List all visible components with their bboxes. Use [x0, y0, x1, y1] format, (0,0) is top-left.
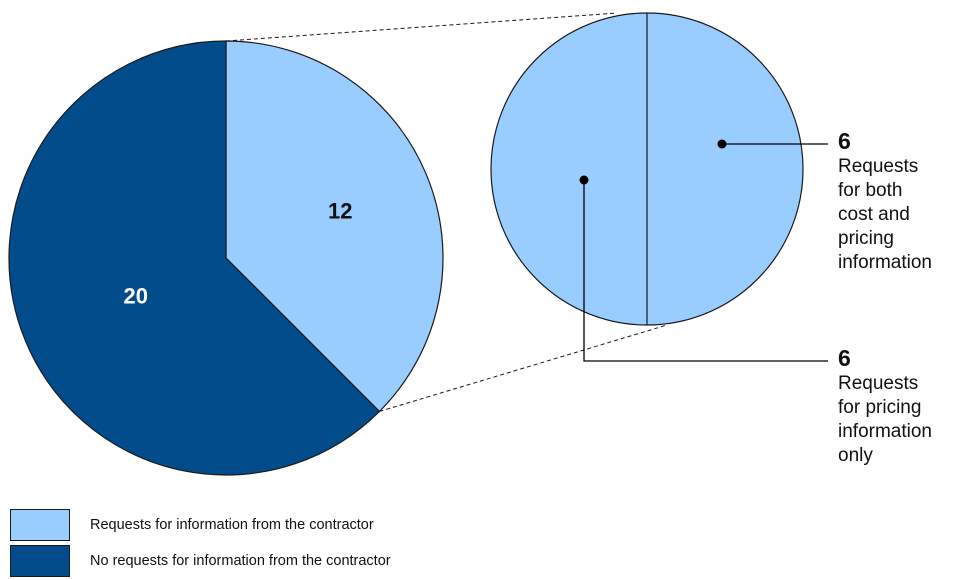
callout-both-cost-pricing: 6 Requests for both cost and pricing inf…	[838, 128, 932, 275]
breakdown-pie-slice-0	[647, 13, 803, 325]
main-pie-label-0: 12	[328, 199, 352, 224]
main-pie: 12 20	[9, 41, 443, 475]
callout-both-value: 6	[838, 128, 932, 155]
breakdown-pie-slice-1	[491, 13, 647, 325]
legend-item-requests: Requests for information from the contra…	[10, 508, 391, 542]
legend-label-no-requests: No requests for information from the con…	[90, 553, 391, 569]
legend-label-requests: Requests for information from the contra…	[90, 517, 374, 533]
callout-pricing-value: 6	[838, 345, 932, 372]
legend-item-no-requests: No requests for information from the con…	[10, 544, 391, 578]
callout-pricing-only: 6 Requests for pricing information only	[838, 345, 932, 468]
main-pie-label-1: 20	[124, 283, 148, 308]
legend-swatch-no-requests	[10, 545, 70, 577]
legend: Requests for information from the contra…	[10, 508, 391, 580]
callout-both-label: Requests for both cost and pricing infor…	[838, 155, 932, 275]
breakdown-pie	[491, 13, 803, 325]
connector-top	[226, 13, 617, 41]
callout-pricing-label: Requests for pricing information only	[838, 372, 932, 468]
legend-swatch-requests	[10, 509, 70, 541]
